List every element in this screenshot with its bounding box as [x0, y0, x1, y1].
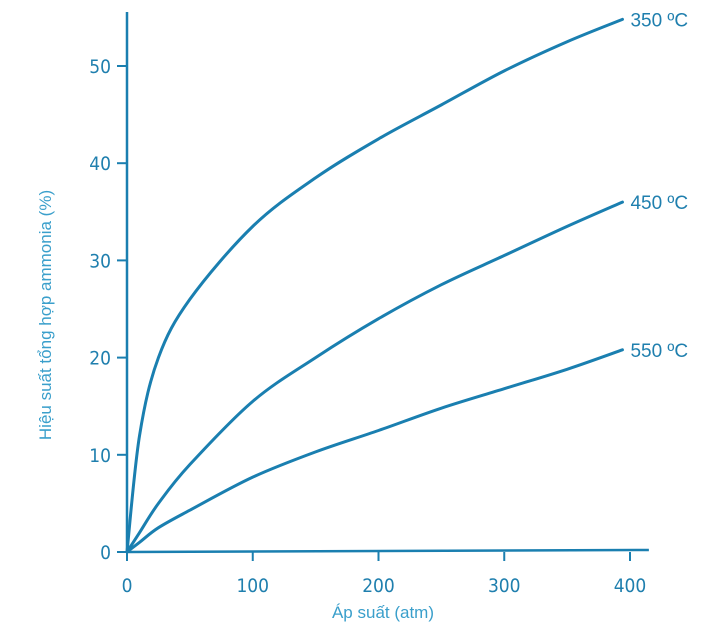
series-line — [125, 348, 624, 554]
x-tick-label: 200 — [362, 575, 395, 597]
x-tick-label: 300 — [488, 575, 521, 597]
x-tick-label: 400 — [614, 575, 647, 597]
x-tick-label: 100 — [236, 575, 269, 597]
series-label: 550 ºC — [630, 341, 688, 362]
x-tick-label: 0 — [122, 575, 133, 597]
ticks: 0 10 20 30 40 50 0 100 200 300 400 — [89, 56, 646, 597]
y-tick-label: 40 — [89, 153, 111, 175]
axes — [125, 12, 649, 554]
series-label: 350 ºC — [630, 10, 688, 31]
y-tick-label: 50 — [89, 56, 111, 78]
y-tick-label: 30 — [89, 250, 111, 272]
y-axis-label: Hiệu suất tổng hợp ammonia (%) — [36, 190, 55, 440]
series-line — [125, 200, 624, 554]
y-tick-label: 0 — [100, 542, 111, 564]
y-tick-label: 20 — [89, 348, 111, 370]
series-label: 450 ºC — [630, 193, 688, 214]
x-axis — [126, 548, 649, 554]
series-lines: 350 ºC 450 ºC 550 ºC — [125, 10, 688, 554]
x-axis-label: Áp suất (atm) — [332, 603, 434, 622]
y-tick-label: 10 — [89, 445, 111, 467]
series-line — [125, 17, 624, 554]
